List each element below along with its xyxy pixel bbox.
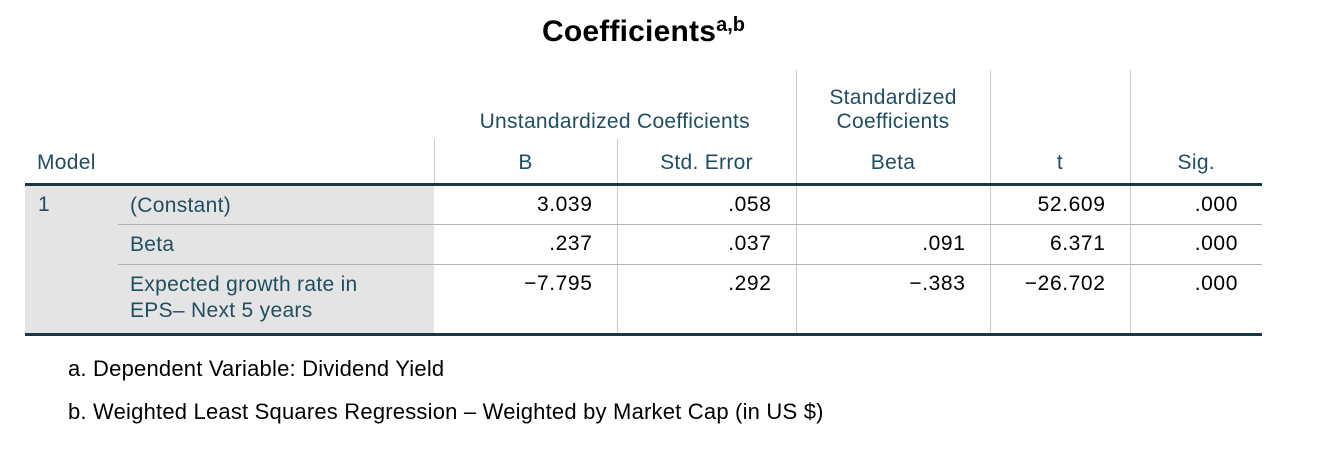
column-header-t: t — [989, 139, 1130, 186]
cell-beta: −.383 — [795, 264, 990, 336]
cell-std-error: .292 — [616, 264, 796, 336]
coefficients-table: Unstandardized Coefficients Standardized… — [25, 70, 1262, 336]
table-row-constant: 1 (Constant) 3.039 .058 52.609 .000 — [25, 184, 1262, 225]
table-title: Coefficientsa,b — [541, 14, 745, 48]
column-header-sig: Sig. — [1129, 139, 1262, 186]
cell-beta: .091 — [795, 224, 990, 265]
table-title-superscript: a,b — [716, 14, 745, 36]
model-number-cell — [25, 264, 118, 336]
group-header-t-spacer — [989, 70, 1130, 139]
footnote-a: a. Dependent Variable: Dividend Yield — [68, 356, 445, 381]
cell-beta — [795, 184, 990, 225]
group-header-standardized: Standardized Coefficients — [795, 70, 990, 139]
cell-b: .237 — [434, 224, 617, 265]
variable-label-cell: (Constant) — [118, 184, 434, 225]
cell-std-error: .037 — [616, 224, 796, 265]
variable-label-cell: Beta — [118, 224, 434, 265]
cell-b: −7.795 — [434, 264, 617, 336]
cell-sig: .000 — [1129, 184, 1262, 225]
footnote-b: b. Weighted Least Squares Regression – W… — [68, 399, 824, 424]
group-header-row: Unstandardized Coefficients Standardized… — [25, 70, 1262, 139]
cell-std-error: .058 — [616, 184, 796, 225]
column-header-beta: Beta — [795, 139, 990, 186]
table-row-expected-growth: Expected growth rate in EPS– Next 5 year… — [25, 264, 1262, 336]
group-header-unstandardized: Unstandardized Coefficients — [479, 110, 750, 133]
variable-label-text: Expected growth rate in EPS– Next 5 year… — [130, 273, 358, 322]
model-number-cell: 1 — [25, 184, 118, 225]
table-title-text: Coefficients — [541, 15, 717, 48]
cell-sig: .000 — [1129, 264, 1262, 336]
table-row-beta: Beta .237 .037 .091 6.371 .000 — [25, 224, 1262, 265]
group-header-sig-spacer — [1129, 70, 1262, 139]
column-header-b: B — [433, 139, 617, 186]
cell-t: 6.371 — [989, 224, 1130, 265]
cell-sig: .000 — [1129, 224, 1262, 265]
model-column-header: Model — [25, 139, 434, 186]
stub-spacer — [25, 70, 434, 139]
column-header-row: Model B Std. Error Beta t Sig. — [25, 139, 1262, 186]
table-title-row: Coefficientsa,b — [25, 14, 1262, 49]
cell-b: 3.039 — [434, 184, 617, 225]
column-header-std-error: Std. Error — [616, 139, 796, 186]
variable-label-cell: Expected growth rate in EPS– Next 5 year… — [118, 264, 434, 336]
model-number-cell — [25, 224, 118, 265]
cell-t: −26.702 — [989, 264, 1130, 336]
cell-t: 52.609 — [989, 184, 1130, 225]
